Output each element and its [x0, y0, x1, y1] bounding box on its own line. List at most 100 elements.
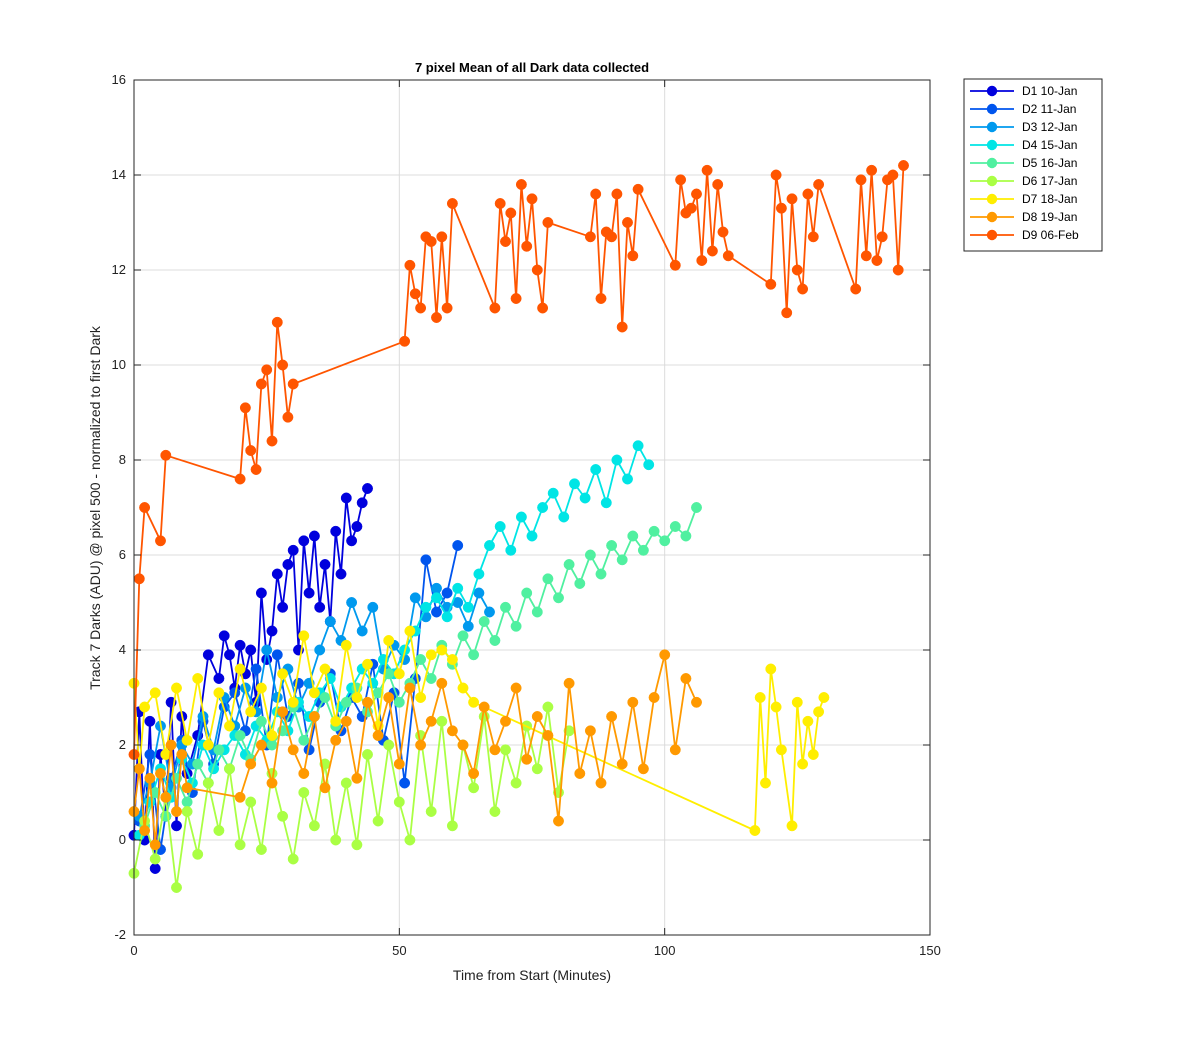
data-point	[319, 663, 331, 675]
data-point	[595, 568, 607, 580]
data-point	[277, 601, 289, 613]
data-point	[489, 744, 501, 756]
data-point	[606, 231, 618, 243]
data-point	[500, 715, 511, 727]
data-point	[287, 744, 299, 756]
data-point	[213, 673, 225, 684]
data-point	[393, 758, 405, 770]
data-point	[691, 696, 702, 708]
data-point	[500, 236, 511, 247]
data-point	[500, 744, 511, 756]
data-point	[462, 601, 474, 613]
y-tick-label: 16	[112, 72, 126, 87]
data-point	[340, 492, 352, 504]
data-point	[892, 264, 904, 276]
data-point	[521, 587, 533, 599]
data-point	[871, 255, 883, 266]
data-point	[584, 725, 596, 737]
data-point	[234, 639, 246, 651]
data-point	[319, 692, 331, 703]
data-point	[266, 435, 278, 447]
data-point	[149, 787, 161, 798]
data-point	[224, 720, 235, 732]
data-point	[425, 649, 437, 661]
data-point	[351, 692, 363, 703]
data-point	[213, 687, 225, 699]
data-point	[383, 739, 395, 751]
data-point	[277, 810, 289, 822]
data-point	[632, 183, 644, 195]
data-point	[404, 259, 416, 271]
data-point	[563, 559, 575, 570]
legend-marker	[986, 103, 998, 115]
data-point	[786, 820, 798, 832]
data-point	[261, 644, 273, 656]
data-point	[282, 411, 294, 423]
data-point	[266, 625, 278, 637]
legend-label: D8 19-Jan	[1022, 210, 1077, 224]
data-point	[791, 264, 803, 276]
legend-label: D7 18-Jan	[1022, 192, 1077, 206]
data-point	[277, 706, 289, 718]
data-point	[600, 497, 612, 509]
data-point	[669, 744, 681, 756]
data-point	[234, 663, 246, 675]
data-point	[266, 777, 278, 789]
data-point	[558, 511, 570, 523]
data-point	[531, 264, 543, 276]
data-point	[553, 592, 564, 604]
data-point	[415, 739, 427, 751]
data-point	[399, 335, 411, 347]
data-point	[446, 198, 458, 209]
data-point	[590, 464, 602, 475]
data-point	[765, 278, 777, 290]
data-point	[234, 473, 246, 485]
data-point	[255, 682, 267, 694]
data-point	[282, 559, 294, 570]
legend-item: D5 16-Jan	[970, 156, 1077, 170]
data-point	[569, 478, 580, 490]
data-point	[669, 521, 681, 532]
data-point	[770, 169, 782, 181]
legend-label: D4 15-Jan	[1022, 138, 1077, 152]
data-point	[149, 853, 161, 865]
data-point	[510, 777, 522, 789]
data-point	[181, 782, 193, 794]
data-point	[425, 673, 437, 684]
data-point	[372, 815, 384, 827]
data-point	[441, 302, 453, 314]
data-point	[271, 649, 283, 661]
data-point	[637, 544, 649, 556]
data-point	[648, 692, 660, 703]
y-tick-label: 6	[119, 547, 126, 562]
legend-item: D8 19-Jan	[970, 210, 1077, 224]
data-point	[468, 782, 480, 794]
data-point	[648, 525, 660, 537]
data-point	[340, 639, 352, 651]
data-point	[510, 620, 522, 632]
data-point	[494, 521, 506, 532]
data-point	[393, 668, 405, 680]
data-point	[478, 701, 490, 713]
data-point	[691, 188, 702, 200]
data-point	[255, 739, 267, 751]
data-point	[765, 663, 777, 675]
data-point	[181, 806, 193, 817]
data-point	[319, 782, 331, 794]
data-point	[457, 739, 469, 751]
data-point	[425, 715, 437, 727]
data-point	[526, 193, 538, 205]
plot-area	[134, 80, 930, 935]
data-point	[659, 535, 671, 547]
data-point	[441, 587, 453, 599]
data-point	[415, 654, 427, 665]
data-point	[887, 169, 899, 181]
data-point	[547, 487, 559, 499]
data-point	[277, 668, 289, 680]
data-point	[521, 753, 533, 765]
data-point	[404, 834, 416, 846]
legend-marker	[986, 157, 998, 169]
data-point	[722, 250, 734, 262]
data-point	[271, 568, 283, 580]
